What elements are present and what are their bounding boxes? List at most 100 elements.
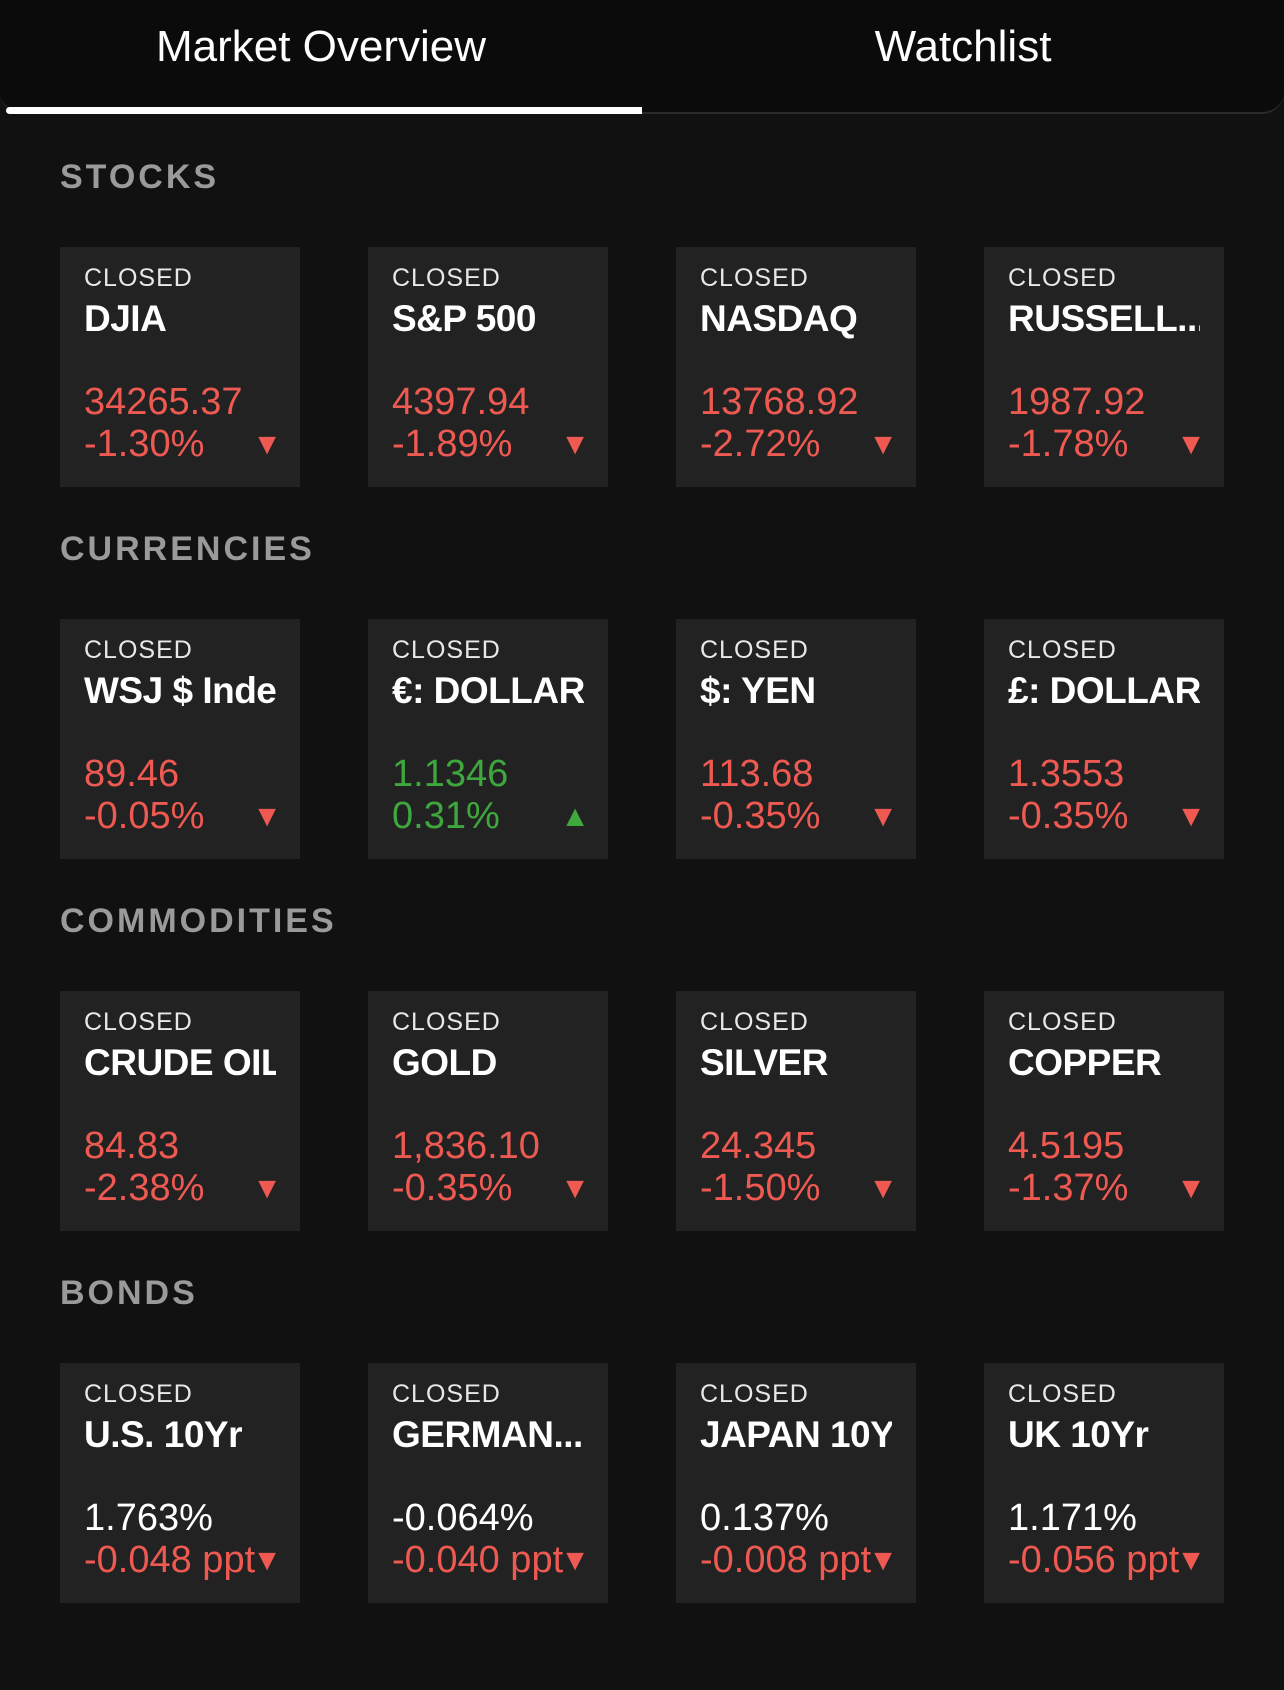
instrument-value: 34265.37 <box>84 381 243 423</box>
market-status: CLOSED <box>84 264 193 292</box>
market-card[interactable]: CLOSED GOLD 1,836.10 -0.35% ▼ <box>368 991 608 1231</box>
market-card[interactable]: CLOSED SILVER 24.345 -1.50% ▼ <box>676 991 916 1231</box>
instrument-change: -1.37% <box>1008 1167 1129 1209</box>
instrument-name: £: DOLLAR <box>1008 670 1200 711</box>
instrument-name: SILVER <box>700 1042 828 1083</box>
market-status: CLOSED <box>1008 636 1117 664</box>
arrow-down-icon: ▼ <box>252 1172 282 1205</box>
market-card[interactable]: CLOSED £: DOLLAR 1.3553 -0.35% ▼ <box>984 619 1224 859</box>
arrow-down-icon: ▼ <box>560 1544 590 1577</box>
market-status: CLOSED <box>700 1008 809 1036</box>
instrument-change: -1.78% <box>1008 423 1129 465</box>
market-card[interactable]: CLOSED DJIA 34265.37 -1.30% ▼ <box>60 247 300 487</box>
market-status: CLOSED <box>84 1380 193 1408</box>
market-status: CLOSED <box>392 1380 501 1408</box>
tab-bar: Market Overview Watchlist <box>0 0 1284 114</box>
market-card[interactable]: CLOSED WSJ $ Index 89.46 -0.05% ▼ <box>60 619 300 859</box>
arrow-down-icon: ▼ <box>560 428 590 461</box>
market-card[interactable]: CLOSED NASDAQ 13768.92 -2.72% ▼ <box>676 247 916 487</box>
arrow-up-icon: ▲ <box>560 800 590 833</box>
section-heading-bonds: BONDS <box>60 1274 198 1312</box>
instrument-name: CRUDE OIL <box>84 1042 276 1083</box>
market-card[interactable]: CLOSED JAPAN 10Yr 0.137% -0.008 ppt ▼ <box>676 1363 916 1603</box>
instrument-name: COPPER <box>1008 1042 1162 1083</box>
instrument-value: 24.345 <box>700 1125 817 1167</box>
arrow-down-icon: ▼ <box>1176 1544 1206 1577</box>
market-card[interactable]: CLOSED S&P 500 4397.94 -1.89% ▼ <box>368 247 608 487</box>
tab-watchlist[interactable]: Watchlist <box>874 22 1052 71</box>
market-card[interactable]: CLOSED $: YEN 113.68 -0.35% ▼ <box>676 619 916 859</box>
market-status: CLOSED <box>700 1380 809 1408</box>
instrument-value: 89.46 <box>84 753 180 795</box>
section-grid-bonds: CLOSED U.S. 10Yr 1.763% -0.048 ppt ▼ CLOSED GE… <box>60 1363 1224 1603</box>
market-status: CLOSED <box>1008 1380 1117 1408</box>
instrument-change: -0.05% <box>84 795 205 837</box>
market-card[interactable]: CLOSED €: DOLLAR 1.1346 0.31% ▲ <box>368 619 608 859</box>
instrument-change: -0.35% <box>700 795 821 837</box>
section-heading-stocks: STOCKS <box>60 158 220 196</box>
section-heading-commodities: COMMODITIES <box>60 902 337 940</box>
instrument-value: 1,836.10 <box>392 1125 540 1167</box>
instrument-change: -0.056 ppt <box>1008 1539 1180 1581</box>
instrument-name: RUSSELL... <box>1008 298 1200 339</box>
market-status: CLOSED <box>392 636 501 664</box>
section-grid-currencies: CLOSED WSJ $ Index 89.46 -0.05% ▼ CLOSED €: DO… <box>60 619 1224 859</box>
arrow-down-icon: ▼ <box>252 428 282 461</box>
arrow-down-icon: ▼ <box>560 1172 590 1205</box>
instrument-change: -0.048 ppt <box>84 1539 256 1581</box>
arrow-down-icon: ▼ <box>1176 428 1206 461</box>
instrument-value: 1.1346 <box>392 753 509 795</box>
arrow-down-icon: ▼ <box>1176 1172 1206 1205</box>
arrow-down-icon: ▼ <box>868 800 898 833</box>
instrument-name: NASDAQ <box>700 298 858 339</box>
instrument-change: -0.35% <box>392 1167 513 1209</box>
instrument-name: UK 10Yr <box>1008 1414 1149 1455</box>
market-status: CLOSED <box>1008 1008 1117 1036</box>
instrument-value: 1.763% <box>84 1497 213 1539</box>
market-status: CLOSED <box>1008 264 1117 292</box>
instrument-change: -0.008 ppt <box>700 1539 872 1581</box>
arrow-down-icon: ▼ <box>868 1172 898 1205</box>
section-heading-currencies: CURRENCIES <box>60 530 315 568</box>
instrument-value: 4397.94 <box>392 381 530 423</box>
market-status: CLOSED <box>700 636 809 664</box>
market-card[interactable]: CLOSED U.S. 10Yr 1.763% -0.048 ppt ▼ <box>60 1363 300 1603</box>
instrument-change: -0.040 ppt <box>392 1539 564 1581</box>
instrument-value: 113.68 <box>700 753 814 795</box>
instrument-value: 1987.92 <box>1008 381 1146 423</box>
instrument-name: GERMAN... <box>392 1414 583 1455</box>
instrument-name: $: YEN <box>700 670 816 711</box>
instrument-value: -0.064% <box>392 1497 534 1539</box>
tab-market-overview[interactable]: Market Overview <box>0 0 642 114</box>
market-card[interactable]: CLOSED GERMAN... -0.064% -0.040 ppt ▼ <box>368 1363 608 1603</box>
instrument-name: U.S. 10Yr <box>84 1414 242 1455</box>
instrument-change: -1.89% <box>392 423 513 465</box>
instrument-change: -1.50% <box>700 1167 821 1209</box>
instrument-name: €: DOLLAR <box>392 670 584 711</box>
arrow-down-icon: ▼ <box>1176 800 1206 833</box>
instrument-name: DJIA <box>84 298 167 339</box>
instrument-value: 84.83 <box>84 1125 180 1167</box>
instrument-value: 0.137% <box>700 1497 829 1539</box>
arrow-down-icon: ▼ <box>868 428 898 461</box>
arrow-down-icon: ▼ <box>252 1544 282 1577</box>
market-card[interactable]: CLOSED CRUDE OIL 84.83 -2.38% ▼ <box>60 991 300 1231</box>
market-status: CLOSED <box>392 264 501 292</box>
arrow-down-icon: ▼ <box>252 800 282 833</box>
instrument-change: 0.31% <box>392 795 500 837</box>
instrument-change: -0.35% <box>1008 795 1129 837</box>
market-card[interactable]: CLOSED RUSSELL... 1987.92 -1.78% ▼ <box>984 247 1224 487</box>
instrument-change: -1.30% <box>84 423 205 465</box>
section-grid-commodities: CLOSED CRUDE OIL 84.83 -2.38% ▼ CLOSED GOLD 1,8… <box>60 991 1224 1231</box>
market-status: CLOSED <box>392 1008 501 1036</box>
instrument-value: 4.5195 <box>1008 1125 1125 1167</box>
instrument-name: WSJ $ Index <box>84 670 276 711</box>
instrument-value: 1.3553 <box>1008 753 1125 795</box>
instrument-value: 1.171% <box>1008 1497 1137 1539</box>
section-grid-stocks: CLOSED DJIA 34265.37 -1.30% ▼ CLOSED S&P 500 43… <box>60 247 1224 487</box>
market-card[interactable]: CLOSED COPPER 4.5195 -1.37% ▼ <box>984 991 1224 1231</box>
market-card[interactable]: CLOSED UK 10Yr 1.171% -0.056 ppt ▼ <box>984 1363 1224 1603</box>
instrument-name: S&P 500 <box>392 298 536 339</box>
market-status: CLOSED <box>84 1008 193 1036</box>
instrument-name: JAPAN 10Yr <box>700 1414 892 1455</box>
